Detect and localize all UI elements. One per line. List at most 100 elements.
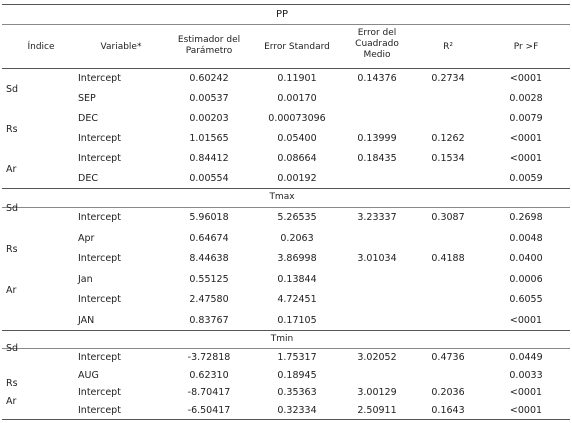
- cell-error-standard: 0.32334: [277, 404, 317, 416]
- cell-variable: Intercept: [78, 212, 121, 223]
- cell-error-standard: 0.11901: [277, 73, 317, 84]
- cell-variable: Jan: [78, 273, 93, 285]
- cell-error-cuadrado: [340, 270, 414, 291]
- cell-estimador: 0.84412: [189, 153, 229, 164]
- cell-variable: Intercept: [78, 387, 121, 398]
- cell-r2: 0.4736: [431, 352, 465, 363]
- cell-r2: [424, 270, 472, 291]
- table-bottom-rule: [2, 419, 570, 420]
- cell-pr: 0.0006: [509, 273, 543, 285]
- cell-estimador: 0.00537: [189, 93, 229, 104]
- table-row: JAN 0.83767 0.17105 <0001: [0, 311, 572, 332]
- cell-error-standard: 0.18945: [277, 369, 317, 381]
- cell-r2: [424, 229, 472, 250]
- cell-variable: SEP: [78, 93, 96, 104]
- cell-estimador: 0.60242: [189, 73, 229, 84]
- cell-pr: 0.0079: [509, 113, 543, 124]
- cell-estimador: 5.96018: [189, 212, 229, 223]
- section-title-rule: [2, 24, 570, 25]
- table-row: Intercept 0.60242 0.11901 0.14376 0.2734 <000…: [0, 69, 572, 89]
- cell-estimador: 2.47580: [189, 294, 229, 305]
- cell-error-standard: 0.08664: [277, 153, 317, 164]
- cell-indice: Sd: [6, 84, 19, 95]
- section-title-tmax: Tmax: [269, 192, 295, 202]
- cell-indice: Rs: [6, 378, 18, 389]
- cell-estimador: -3.72818: [187, 352, 231, 363]
- cell-r2: [424, 311, 472, 332]
- table-row: DEC 0.00203 0.00073096 0.0079: [0, 109, 572, 129]
- cell-error-cuadrado: [340, 290, 414, 311]
- cell-r2: 0.2734: [431, 73, 465, 84]
- cell-error-cuadrado: [340, 89, 414, 109]
- cell-r2: [424, 169, 472, 189]
- cell-error-cuadrado: 2.50911: [357, 404, 397, 416]
- table-row: Rs Intercept -8.70417 0.35363 3.00129 0.2036 <…: [0, 378, 572, 402]
- cell-error-standard: 0.00170: [277, 93, 317, 104]
- header-bottom-rule: [2, 68, 570, 69]
- cell-error-cuadrado: [340, 311, 414, 332]
- cell-indice: [6, 261, 36, 282]
- cell-pr: 0.0449: [509, 352, 543, 363]
- cell-variable: Intercept: [78, 73, 121, 84]
- cell-variable: Intercept: [78, 253, 121, 264]
- cell-variable: Intercept: [78, 352, 121, 363]
- cell-indice: [6, 220, 36, 241]
- header-error-cuadrado: Error del Cuadrado Medio: [355, 28, 399, 60]
- cell-error-standard: 0.13844: [277, 273, 317, 285]
- cell-variable: Intercept: [78, 294, 121, 305]
- cell-r2: 0.2036: [431, 387, 465, 398]
- table-row: Intercept 0.84412 0.08664 0.18435 0.1534 <000…: [0, 149, 572, 169]
- section-divider: [2, 330, 570, 331]
- cell-error-cuadrado: 3.00129: [357, 387, 397, 398]
- cell-pr: 0.2698: [509, 212, 543, 223]
- cell-pr: <0001: [509, 387, 543, 398]
- cell-indice: Ar: [6, 285, 17, 296]
- cell-error-standard: 1.75317: [277, 352, 317, 363]
- cell-indice: [6, 358, 36, 376]
- table-row: Ar DEC 0.00554 0.00192 0.0059: [0, 164, 572, 189]
- cell-error-cuadrado: 0.18435: [357, 153, 397, 164]
- cell-pr: 0.6055: [509, 294, 543, 305]
- cell-pr: 0.0059: [509, 173, 543, 184]
- cell-error-standard: 0.17105: [277, 314, 317, 326]
- cell-estimador: -6.50417: [187, 404, 231, 416]
- cell-error-standard: 0.00073096: [268, 113, 326, 124]
- cell-pr: <0001: [509, 73, 543, 84]
- cell-indice: Rs: [6, 124, 18, 135]
- cell-error-standard: 4.72451: [277, 294, 317, 305]
- cell-error-cuadrado: [340, 229, 414, 250]
- table-row: AUG 0.62310 0.18945 0.0033: [0, 367, 572, 385]
- cell-variable: Intercept: [78, 404, 121, 416]
- cell-r2: [424, 109, 472, 129]
- cell-indice: [6, 302, 36, 323]
- table-top-rule: [2, 4, 570, 5]
- cell-variable: Apr: [78, 232, 95, 244]
- cell-indice: Sd: [6, 203, 19, 214]
- table-row: Apr 0.64674 0.2063 0.0048: [0, 229, 572, 250]
- cell-error-standard: 0.2063: [280, 232, 314, 244]
- cell-error-standard: 0.05400: [277, 133, 317, 144]
- cell-variable: JAN: [78, 314, 95, 326]
- section-title-tmin: Tmin: [270, 334, 294, 344]
- cell-indice: Sd: [6, 343, 19, 354]
- cell-r2: 0.1534: [431, 153, 465, 164]
- header-variable: Variable*: [100, 42, 142, 52]
- cell-pr: 0.0400: [509, 253, 543, 264]
- cell-estimador: 8.44638: [189, 253, 229, 264]
- cell-variable: DEC: [78, 173, 98, 184]
- cell-pr: 0.0048: [509, 232, 543, 244]
- cell-error-cuadrado: [340, 169, 414, 189]
- cell-pr: <0001: [509, 314, 543, 326]
- cell-indice: Ar: [6, 164, 17, 175]
- cell-error-cuadrado: [340, 367, 414, 385]
- cell-estimador: 0.64674: [189, 232, 229, 244]
- cell-indice: [6, 100, 36, 120]
- cell-pr: <0001: [509, 133, 543, 144]
- cell-error-cuadrado: 3.02052: [357, 352, 397, 363]
- header-indice: Índice: [27, 42, 55, 52]
- cell-error-standard: 0.00192: [277, 173, 317, 184]
- cell-indice: Rs: [6, 244, 18, 255]
- cell-r2: 0.1643: [431, 404, 465, 416]
- table-row: Sd Intercept 5.96018 5.26535 3.23337 0.3087 0.…: [0, 203, 572, 229]
- cell-error-cuadrado: 0.14376: [357, 73, 397, 84]
